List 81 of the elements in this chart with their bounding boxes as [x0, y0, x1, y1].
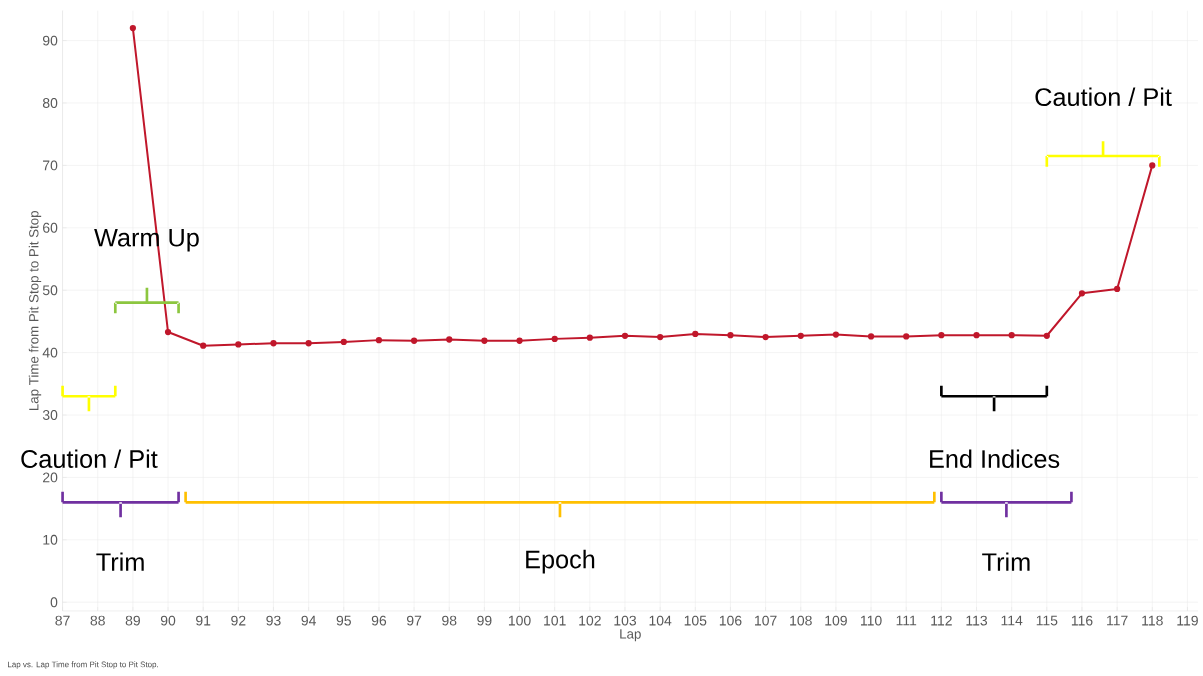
point: [200, 342, 207, 349]
x-tick-label: 92: [231, 615, 246, 626]
point: [551, 335, 558, 342]
point: [340, 338, 347, 346]
x-tick-label: 102: [579, 615, 601, 626]
y-tick-label: 10: [43, 534, 58, 545]
x-tick-label: 90: [160, 615, 176, 626]
point: [621, 332, 629, 339]
point: [657, 333, 664, 341]
x-tick-label: 114: [1001, 615, 1023, 626]
point: [305, 340, 312, 347]
x-tick-label: 99: [477, 615, 492, 626]
x-tick-label: 89: [125, 615, 140, 626]
point: [938, 331, 945, 339]
x-tick-label: 112: [931, 615, 952, 626]
point: [762, 333, 769, 341]
x-tick-label: 119: [1177, 615, 1198, 626]
point: [516, 337, 523, 344]
annotation: Trim: [96, 552, 144, 571]
point: [129, 24, 137, 32]
x-tick-label: 106: [719, 615, 742, 626]
y-tick-label: 60: [43, 222, 58, 233]
point: [1149, 162, 1156, 169]
point: [586, 334, 593, 341]
x-tick-label: 109: [825, 615, 847, 626]
x-tick-label: 94: [301, 615, 316, 626]
x-tick-label: 97: [406, 615, 422, 626]
x-tick-label: 104: [649, 615, 672, 626]
x-axis-title: Lap: [620, 629, 641, 642]
point: [867, 333, 875, 340]
point: [410, 337, 418, 344]
x-tick-label: 116: [1071, 615, 1093, 626]
x-tick-label: 100: [508, 615, 531, 626]
x-tick-label: 88: [90, 615, 105, 626]
x-tick-label: 103: [614, 615, 637, 626]
y-tick-label: 80: [42, 97, 58, 108]
x-tick-label: 105: [684, 615, 707, 626]
point: [1008, 331, 1015, 339]
point: [1078, 290, 1086, 297]
x-tick-label: 118: [1142, 615, 1163, 626]
x-tick-label: 115: [1036, 615, 1058, 626]
y-tick-label: 90: [42, 35, 58, 46]
point: [270, 340, 277, 347]
x-tick-label: 91: [196, 615, 211, 626]
y-tick-label: 30: [42, 409, 58, 420]
x-tick-label: 113: [966, 615, 988, 626]
point: [375, 336, 383, 344]
annotation: Caution / Pit: [1035, 87, 1172, 106]
annotation: Trim: [982, 552, 1030, 571]
x-tick-label: 111: [896, 615, 917, 626]
annotation: Epoch: [526, 549, 595, 574]
y-tick-label: 20: [43, 472, 58, 483]
x-tick-label: 107: [755, 615, 777, 626]
y-axis-title: Lap Time from Pit Stop to Pit Stop: [28, 210, 42, 410]
point: [164, 328, 172, 336]
x-tick-label: 101: [544, 615, 566, 626]
x-tick-label: 108: [790, 615, 812, 626]
annotation: Caution / Pit: [21, 449, 158, 468]
point: [446, 336, 453, 343]
annotation: End Indices: [930, 449, 1060, 468]
y-tick-label: 40: [42, 347, 58, 358]
x-tick-label: 110: [860, 615, 882, 626]
point: [692, 330, 699, 337]
point: [481, 337, 488, 344]
x-tick-label: 87: [55, 615, 70, 626]
y-tick-label: 70: [43, 160, 58, 171]
point: [797, 332, 804, 339]
point: [1043, 332, 1050, 339]
x-tick-label: 93: [266, 615, 281, 626]
y-tick-label: 50: [42, 285, 58, 296]
point: [973, 331, 980, 339]
x-tick-label: 117: [1107, 615, 1128, 626]
point: [1114, 285, 1121, 293]
point: [727, 331, 734, 339]
x-tick-label: 98: [442, 615, 457, 626]
y-tick-label: 0: [50, 597, 58, 608]
x-tick-label: 96: [371, 615, 387, 626]
point: [903, 333, 910, 340]
point: [235, 341, 242, 348]
point: [832, 331, 840, 338]
x-tick-label: 95: [336, 615, 351, 626]
